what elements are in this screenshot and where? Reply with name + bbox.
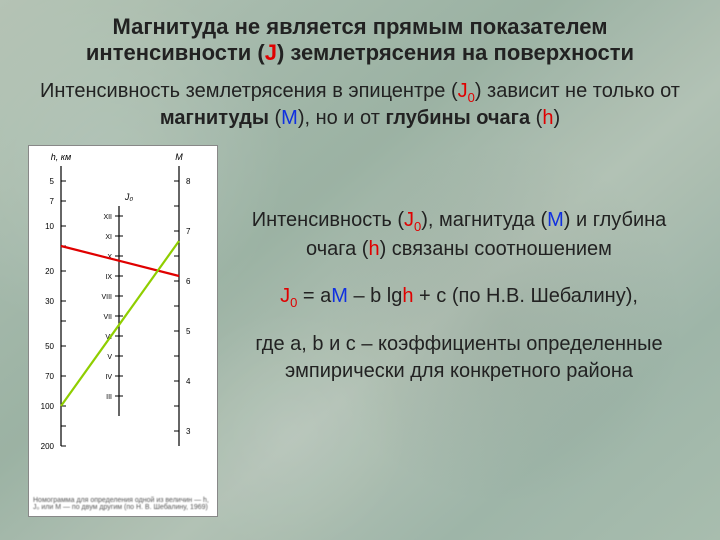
svg-text:5: 5 — [50, 177, 55, 186]
relation-text: Интенсивность (J0), магнитуда (M) и глуб… — [226, 207, 692, 263]
svg-text:IV: IV — [105, 374, 112, 381]
svg-text:8: 8 — [186, 177, 191, 186]
svg-text:h, км: h, км — [51, 152, 71, 162]
coeff-text: где a, b и c – коэффициенты определенные… — [226, 331, 692, 385]
svg-text:J₀: J₀ — [124, 192, 134, 202]
nomogram: h, км571020305070100200M876543J₀XIIXIXIX… — [28, 145, 218, 517]
svg-text:XII: XII — [103, 214, 112, 221]
svg-text:VIII: VIII — [101, 294, 112, 301]
svg-text:M: M — [175, 152, 183, 162]
svg-text:XI: XI — [105, 234, 112, 241]
svg-text:7: 7 — [186, 227, 191, 236]
svg-text:7: 7 — [50, 197, 55, 206]
svg-text:20: 20 — [45, 267, 54, 276]
svg-text:6: 6 — [186, 277, 191, 286]
svg-text:IX: IX — [105, 274, 112, 281]
formula: J0 = aM – b lgh + c (по Н.В. Шебалину), — [226, 283, 692, 312]
slide-title: Магнитуда не является прямым показателем… — [28, 14, 692, 67]
svg-text:III: III — [106, 394, 112, 401]
svg-text:30: 30 — [45, 297, 54, 306]
svg-text:3: 3 — [186, 427, 191, 436]
svg-text:10: 10 — [45, 222, 54, 231]
svg-text:4: 4 — [186, 377, 191, 386]
svg-text:200: 200 — [41, 442, 55, 451]
right-text-block: Интенсивность (J0), магнитуда (M) и глуб… — [226, 145, 692, 517]
svg-text:VII: VII — [103, 314, 112, 321]
svg-text:100: 100 — [41, 402, 55, 411]
slide-subtitle: Интенсивность землетрясения в эпицентре … — [28, 79, 692, 131]
svg-text:V: V — [107, 354, 112, 361]
svg-text:70: 70 — [45, 372, 54, 381]
nomogram-caption: Номограмма для определения одной из вели… — [33, 497, 213, 512]
svg-text:5: 5 — [186, 327, 191, 336]
svg-text:50: 50 — [45, 342, 54, 351]
